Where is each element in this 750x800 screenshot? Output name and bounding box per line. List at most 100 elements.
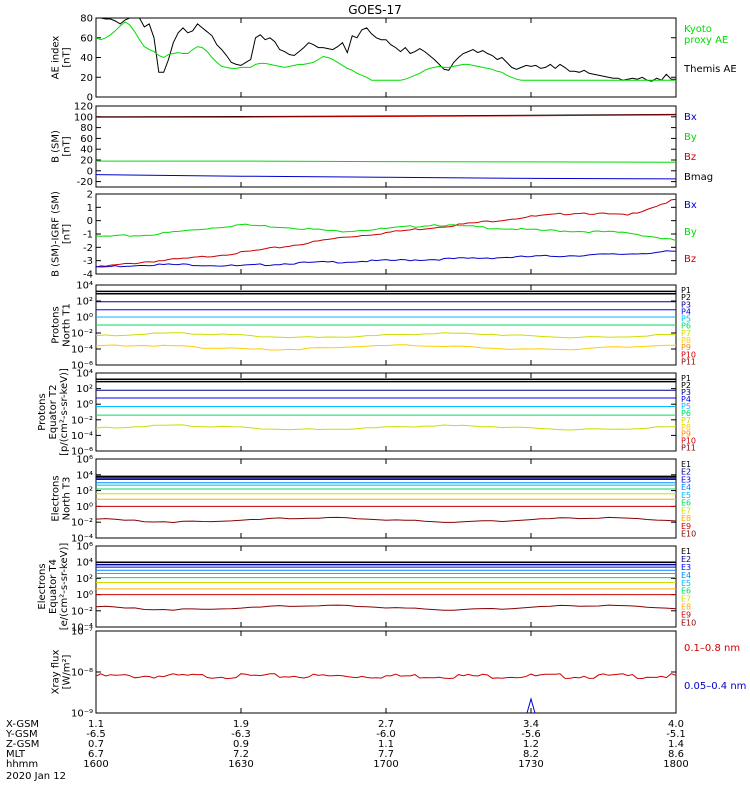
- series-line: [96, 21, 676, 81]
- channel-label: P5: [681, 402, 691, 411]
- x-row-value: 1600: [83, 759, 108, 770]
- y-tick-label: -4: [83, 270, 93, 281]
- y-axis-label: B (SM): [51, 130, 62, 163]
- channel-line: [96, 344, 676, 351]
- y-axis-label: Electrons: [51, 475, 62, 521]
- x-row-value: 7.7: [378, 749, 394, 760]
- legend-label: Bz: [684, 254, 696, 265]
- y-tick-label: 10⁻⁴: [71, 345, 93, 356]
- y-axis-label: [W/m²]: [62, 654, 73, 689]
- legend-label: proxy AE: [684, 35, 728, 46]
- y-tick-label: 10⁰: [76, 590, 93, 601]
- y-axis-label: B (SM)-IGRF (SM): [51, 191, 62, 277]
- y-axis-label: Electrons: [37, 563, 48, 609]
- y-tick-label: 10⁶: [76, 455, 93, 466]
- legend-label: Bz: [684, 152, 696, 163]
- y-axis-label: North T3: [62, 477, 73, 521]
- legend-label: Kyoto: [684, 24, 712, 35]
- plot-title: GOES-17: [348, 3, 402, 17]
- legend-label: 0.1–0.8 nm: [684, 643, 740, 654]
- channel-label: E6: [681, 587, 691, 596]
- x-row-value: -6.3: [231, 729, 251, 740]
- panel-frame: [95, 17, 677, 98]
- y-tick-label: 10⁻⁴: [71, 623, 93, 634]
- channel-label: P8: [681, 336, 691, 345]
- panel-frame: [95, 458, 677, 539]
- x-row-value: 7.2: [233, 749, 249, 760]
- channel-label: E8: [681, 514, 691, 523]
- x-row-label: MLT: [6, 749, 26, 760]
- y-axis-label: Protons: [37, 393, 48, 430]
- x-axis-labels: X-GSM 1.1 1.9 2.7 3.4 4.0 Y-GSM -6.5 -6.3 -6.0 -5.…: [5, 719, 689, 770]
- x-row-value: -5.1: [666, 729, 686, 740]
- y-tick-label: 60: [80, 33, 93, 44]
- series-line: [96, 250, 676, 268]
- channel-label: E1: [681, 547, 691, 556]
- x-row-label: Y-GSM: [5, 729, 38, 740]
- channel-label: E10: [681, 530, 696, 539]
- x-row-value: 1800: [663, 759, 688, 770]
- channel-label: P4: [681, 307, 691, 316]
- y-tick-label: 10⁴: [76, 470, 93, 481]
- y-tick-label: 10²: [76, 297, 93, 308]
- y-axis-label: Equator T2: [48, 385, 59, 440]
- y-tick-label: 120: [74, 102, 93, 113]
- y-tick-label: 60: [80, 134, 93, 145]
- panel-frame: [95, 372, 677, 452]
- x-row-value: 1.1: [378, 739, 394, 750]
- x-row-value: -6.5: [86, 729, 106, 740]
- channel-label: P3: [681, 388, 691, 397]
- panel-data: [96, 198, 676, 268]
- channel-label: P6: [681, 409, 691, 418]
- channel-label: E9: [681, 611, 691, 620]
- panel-frame: [95, 193, 677, 275]
- y-tick-label: 10⁻⁶: [71, 361, 93, 372]
- channel-label: E3: [681, 475, 691, 484]
- series-line: [526, 697, 536, 713]
- y-tick-label: 100: [74, 112, 93, 123]
- channel-label: P10: [681, 437, 696, 446]
- channel-label: E1: [681, 460, 691, 469]
- channel-label: P7: [681, 416, 691, 425]
- y-tick-label: 10⁴: [76, 558, 93, 569]
- channel-label: P4: [681, 395, 691, 404]
- legend-label: Bmag: [684, 172, 713, 183]
- channel-label: P5: [681, 315, 691, 324]
- legend-label: By: [684, 227, 697, 238]
- channel-label: P9: [681, 430, 691, 439]
- x-row-value: 8.6: [668, 749, 684, 760]
- channel-label: E7: [681, 595, 691, 604]
- panel-data: [96, 475, 676, 524]
- x-row-label: Z-GSM: [6, 739, 39, 750]
- x-row-value: -6.0: [376, 729, 396, 740]
- y-tick-label: 0: [87, 216, 93, 227]
- series-line: [96, 160, 676, 163]
- channel-label: E2: [681, 555, 691, 564]
- y-tick-label: -20: [77, 177, 93, 188]
- y-tick-label: 10⁻²: [71, 329, 93, 340]
- panel-xray: 10⁻⁹ 10⁻⁸ 10⁻⁷ Xray flux [W/m²] 0.1–0.8 nm 0.0…: [51, 627, 747, 720]
- channel-label: E5: [681, 579, 691, 588]
- panel-frame: [95, 105, 677, 188]
- x-row-value: 1630: [228, 759, 253, 770]
- y-axis-label: Equator T4: [48, 559, 59, 614]
- y-tick-label: 10²: [76, 574, 93, 585]
- panel-pnt1: 10⁻⁶ 10⁻⁴ 10⁻² 10⁰ 10² 10⁴ Protons North T1 P1P2…: [51, 281, 697, 372]
- y-tick-label: 10⁴: [76, 369, 93, 380]
- y-tick-label: 80: [80, 14, 93, 25]
- channel-label: E5: [681, 491, 691, 500]
- y-tick-label: -3: [83, 256, 93, 267]
- panel-frame: [95, 545, 677, 628]
- channel-label: E8: [681, 603, 691, 612]
- series-line: [96, 673, 676, 680]
- panel-peqt2: 10⁻⁶ 10⁻⁴ 10⁻² 10⁰ 10² 10⁴ Protons Equator T2 [p…: [37, 368, 696, 457]
- y-axis-label: [nT]: [62, 224, 73, 244]
- y-axis-label: AE index: [51, 36, 62, 80]
- legend-label: Themis AE: [683, 64, 737, 75]
- y-tick-label: 0: [87, 166, 93, 177]
- channel-line: [96, 604, 676, 611]
- series-line: [96, 198, 676, 268]
